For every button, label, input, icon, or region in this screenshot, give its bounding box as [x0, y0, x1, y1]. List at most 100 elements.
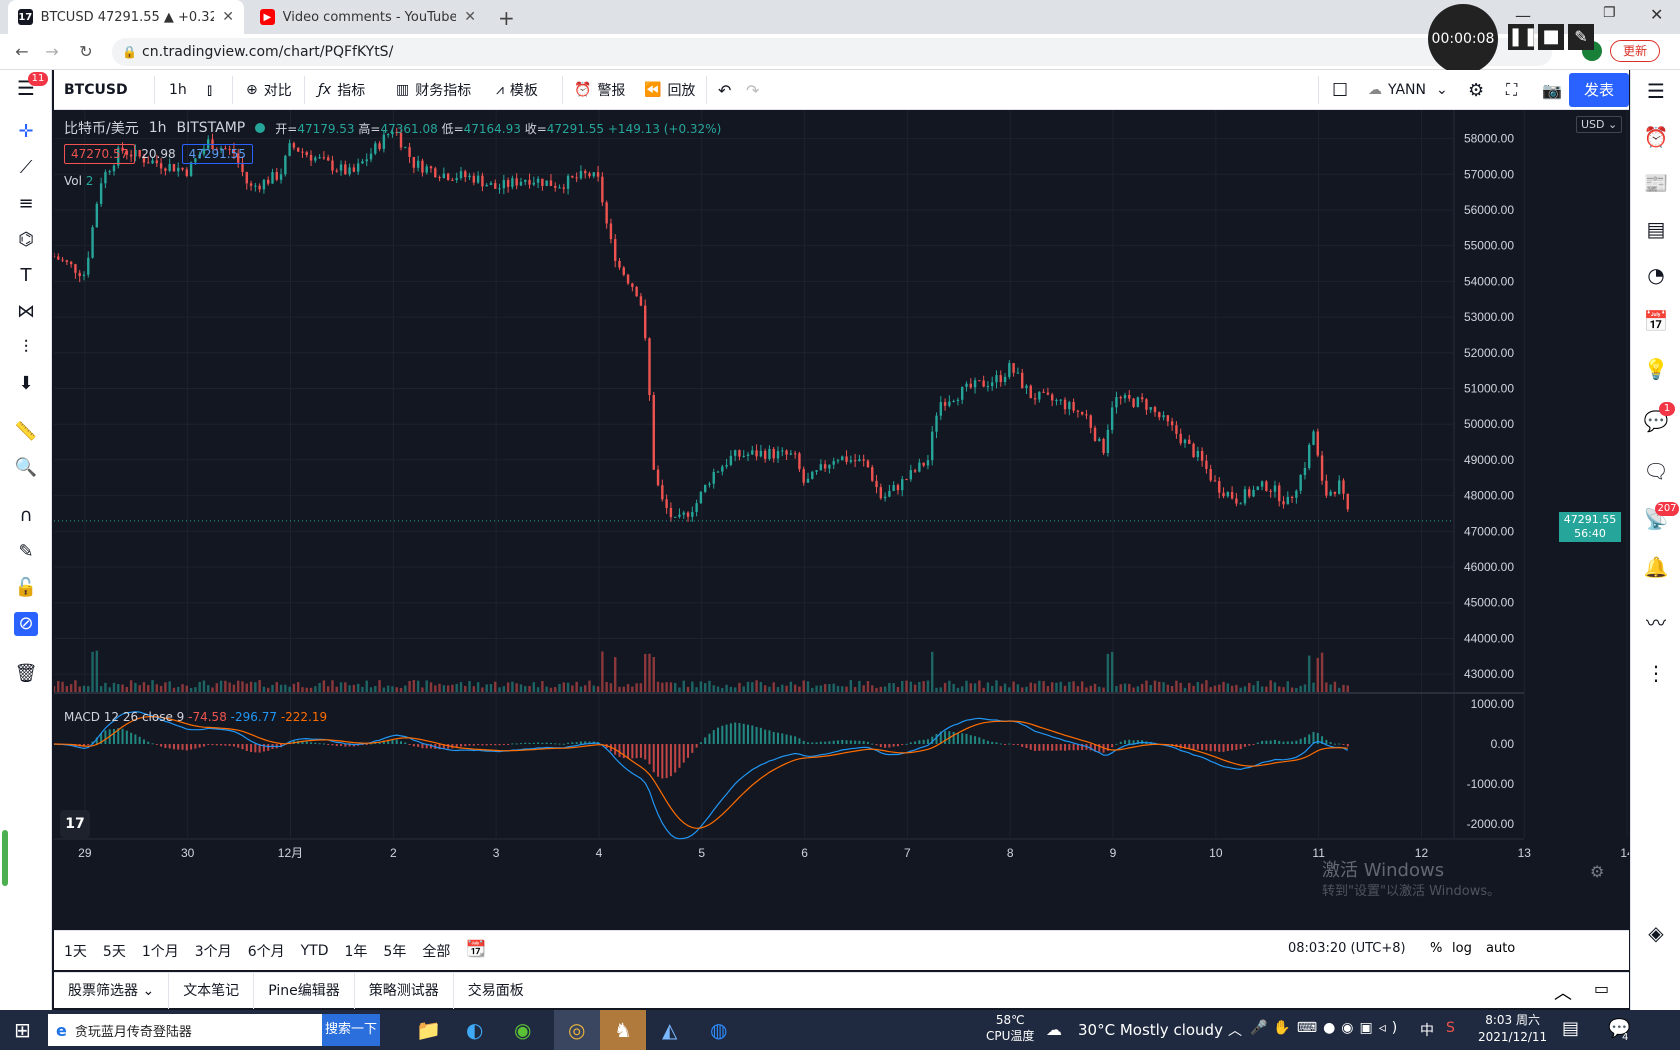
action-center-icon[interactable]: 💬	[1608, 1018, 1631, 1039]
crosshair-icon[interactable]: ✛	[18, 121, 34, 142]
replay-button[interactable]: ⏪ 回放	[636, 70, 703, 110]
symbol-search-button[interactable]: BTCUSD	[56, 70, 136, 110]
range-button[interactable]: 全部	[422, 944, 451, 960]
layout-square-icon[interactable]: ☐	[1332, 79, 1349, 101]
pause-icon[interactable]: ❚❚	[1508, 24, 1538, 50]
browser-update-button[interactable]: 更新	[1610, 40, 1660, 62]
trend-line-icon[interactable]: ⟋	[19, 157, 33, 178]
camera-icon[interactable]: 📷	[1542, 80, 1562, 100]
candles-icon[interactable]: ⫾	[207, 80, 213, 99]
restore-icon[interactable]: ❐	[1603, 5, 1616, 21]
auto-toggle[interactable]: auto	[1486, 941, 1515, 956]
windows-start-icon[interactable]: ⊞	[14, 1018, 31, 1042]
ask-price[interactable]: 47291.55	[181, 144, 253, 164]
alerts-button[interactable]: ⏰ 警报	[566, 70, 633, 110]
reload-icon[interactable]: ↻	[79, 42, 93, 61]
tab-tradingview[interactable]: 17 BTCUSD 47291.55 ▲ +0.32% ✕	[8, 0, 244, 34]
chrome-taskbar-button[interactable]: ◎	[554, 1010, 600, 1050]
window-close-icon[interactable]: ✕	[1650, 5, 1664, 24]
edge-icon[interactable]: ◐	[466, 1018, 484, 1042]
range-button[interactable]: 1个月	[141, 944, 179, 960]
sogou-icon[interactable]: S	[1446, 1020, 1455, 1036]
cpu-temperature[interactable]: 58℃ CPU温度	[986, 1012, 1034, 1044]
tray-icons[interactable]: 🎤✋⌨●◉▣◃)	[1250, 1020, 1404, 1036]
range-button[interactable]: 6个月	[247, 944, 285, 960]
magnet-icon[interactable]: ∩	[19, 505, 33, 526]
axis-settings-gear-icon[interactable]: ⚙	[1590, 862, 1605, 881]
percent-toggle[interactable]: %	[1430, 941, 1442, 956]
compare-button[interactable]: ⊕ 对比	[238, 70, 300, 110]
file-explorer-icon[interactable]: 📁	[416, 1018, 441, 1042]
app-icon[interactable]: ◭	[662, 1018, 678, 1042]
tab-strategy-tester[interactable]: 策略测试器	[355, 973, 454, 1009]
range-button[interactable]: 1天	[64, 944, 87, 960]
maximize-panel-icon[interactable]: ▭	[1594, 979, 1610, 998]
news-icon[interactable]: 📰	[1643, 171, 1669, 195]
new-tab-button[interactable]: +	[498, 6, 515, 30]
stop-icon[interactable]: ■	[1538, 24, 1564, 50]
close-icon[interactable]: ✕	[464, 9, 476, 25]
arrow-down-icon[interactable]: ⬇	[18, 373, 34, 394]
chevron-up-icon[interactable]: ︿	[1554, 983, 1572, 1004]
range-button[interactable]: YTD	[300, 943, 329, 959]
trash-icon[interactable]: 🗑	[14, 663, 38, 684]
range-button[interactable]: 5天	[102, 944, 126, 960]
close-icon[interactable]: ✕	[222, 9, 234, 25]
ideas-bulb-icon[interactable]: 💡	[1643, 357, 1669, 381]
clock-display[interactable]: 08:03:20 (UTC+8)	[1288, 941, 1406, 956]
system-clock[interactable]: 8:03 周六 2021/12/11	[1478, 1012, 1547, 1046]
watchlist-icon[interactable]: ☰	[1647, 79, 1665, 103]
scroll-indicator[interactable]	[2, 830, 8, 886]
taskbar-search-box[interactable]: e 贪玩蓝月传奇登陆器	[48, 1014, 322, 1046]
calendar-icon[interactable]: 📅	[1643, 309, 1669, 333]
zoom-in-icon[interactable]: 🔍	[14, 457, 38, 478]
publish-button[interactable]: 发表	[1569, 73, 1629, 107]
gear-icon[interactable]: ⚙	[1468, 79, 1485, 101]
ruler-icon[interactable]: 📏	[14, 421, 38, 442]
interval-button[interactable]: 1h	[161, 70, 195, 110]
tab-text-notes[interactable]: 文本笔记	[169, 973, 255, 1009]
bid-price[interactable]: 47270.57	[64, 144, 136, 164]
tray-chevron-icon[interactable]: ︿	[1228, 1023, 1242, 1039]
financials-button[interactable]: ▥ 财务指标	[388, 70, 479, 110]
search-go-button[interactable]: 搜索一下	[322, 1014, 380, 1046]
tab-stock-screener[interactable]: 股票筛选器 ⌄	[54, 973, 170, 1009]
pen-icon[interactable]: ✎	[1568, 24, 1594, 50]
goto-date-icon[interactable]: 📆	[466, 939, 486, 958]
redo-icon[interactable]: ↷	[746, 80, 760, 100]
text-icon[interactable]: T	[20, 265, 32, 286]
layout-menu-button[interactable]: ☁ YANN ⌄	[1360, 70, 1456, 110]
tab-youtube[interactable]: ▶ Video comments - YouTube St ✕	[250, 0, 486, 34]
range-button[interactable]: 3个月	[194, 944, 232, 960]
layers-icon[interactable]: ◈	[1648, 921, 1664, 945]
currency-selector[interactable]: USD ⌄	[1576, 116, 1623, 133]
ime-indicator[interactable]: 中	[1420, 1020, 1434, 1040]
browser-360-icon[interactable]: ◉	[514, 1018, 532, 1042]
tab-pine-editor[interactable]: Pine编辑器	[254, 973, 355, 1009]
tradingview-logo[interactable]: 17	[60, 810, 90, 838]
trend-icon[interactable]: 〰	[1646, 611, 1666, 635]
undo-icon[interactable]: ↶	[718, 80, 732, 100]
range-button[interactable]: 1年	[344, 944, 368, 960]
prediction-icon[interactable]: ⫶	[23, 337, 29, 358]
minimize-icon[interactable]: —	[1515, 6, 1531, 25]
back-icon[interactable]: ←	[15, 42, 29, 61]
bell-icon[interactable]: 🔔	[1643, 555, 1669, 579]
indicators-button[interactable]: ƒx 指标	[310, 70, 373, 110]
pine-icon[interactable]: ⋮	[1646, 661, 1666, 685]
lock-icon[interactable]: 🔓	[14, 577, 38, 598]
chart-canvas[interactable]: 58000.00 57000.00 56000.00 55000.00 54000.00…	[54, 110, 1629, 900]
templates-button[interactable]: ⩘ 模板	[488, 70, 546, 110]
recorder-app-icon[interactable]: ◍	[710, 1018, 728, 1042]
tab-trading-panel[interactable]: 交易面板	[454, 973, 538, 1009]
hide-drawings-icon[interactable]: ⊘	[14, 612, 38, 636]
chart-pane[interactable]: 58000.00 57000.00 56000.00 55000.00 54000.00…	[54, 110, 1629, 900]
fullscreen-icon[interactable]: ⛶	[1506, 80, 1518, 99]
alarm-clock-icon[interactable]: ⏰	[1643, 125, 1669, 149]
url-field[interactable]: 🔒 cn.tradingview.com/chart/PQFfKYtS/	[112, 38, 1552, 66]
notes-icon[interactable]: ▤	[1562, 1018, 1580, 1039]
fib-icon[interactable]: ≡	[18, 193, 34, 214]
data-window-icon[interactable]: ▤	[1646, 217, 1666, 241]
pattern-icon[interactable]: ⌬	[18, 229, 34, 250]
forward-icon[interactable]: →	[45, 42, 59, 61]
